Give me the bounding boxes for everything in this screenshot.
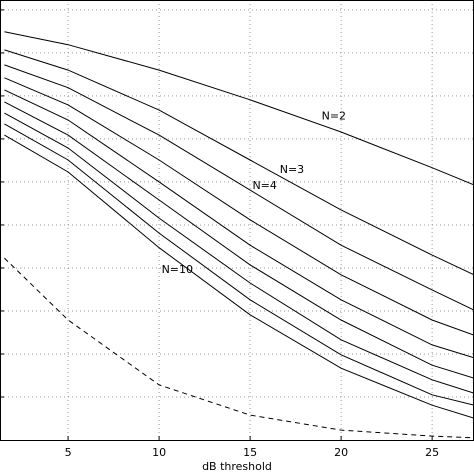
series-line: [4, 49, 474, 276]
series-line: [4, 64, 474, 311]
x-tick-label: 25: [425, 446, 439, 459]
series-label: N=2: [322, 109, 346, 122]
series-line: [4, 77, 474, 336]
series-line: [4, 31, 474, 186]
series-line: [4, 257, 474, 439]
x-tick-label: 15: [243, 446, 257, 459]
series-line: [4, 89, 474, 359]
x-axis-label: dB threshold: [202, 460, 272, 473]
series-label: N=3: [280, 163, 304, 176]
series-line: [4, 123, 474, 406]
series-line: [4, 134, 474, 419]
series-label: N=10: [162, 263, 193, 276]
x-tick-label: 20: [334, 446, 348, 459]
x-tick-label: 10: [152, 446, 166, 459]
series-label: N=4: [252, 179, 276, 192]
series-line: [4, 112, 474, 394]
series-line: [4, 101, 474, 379]
x-tick-label: 5: [65, 446, 72, 459]
